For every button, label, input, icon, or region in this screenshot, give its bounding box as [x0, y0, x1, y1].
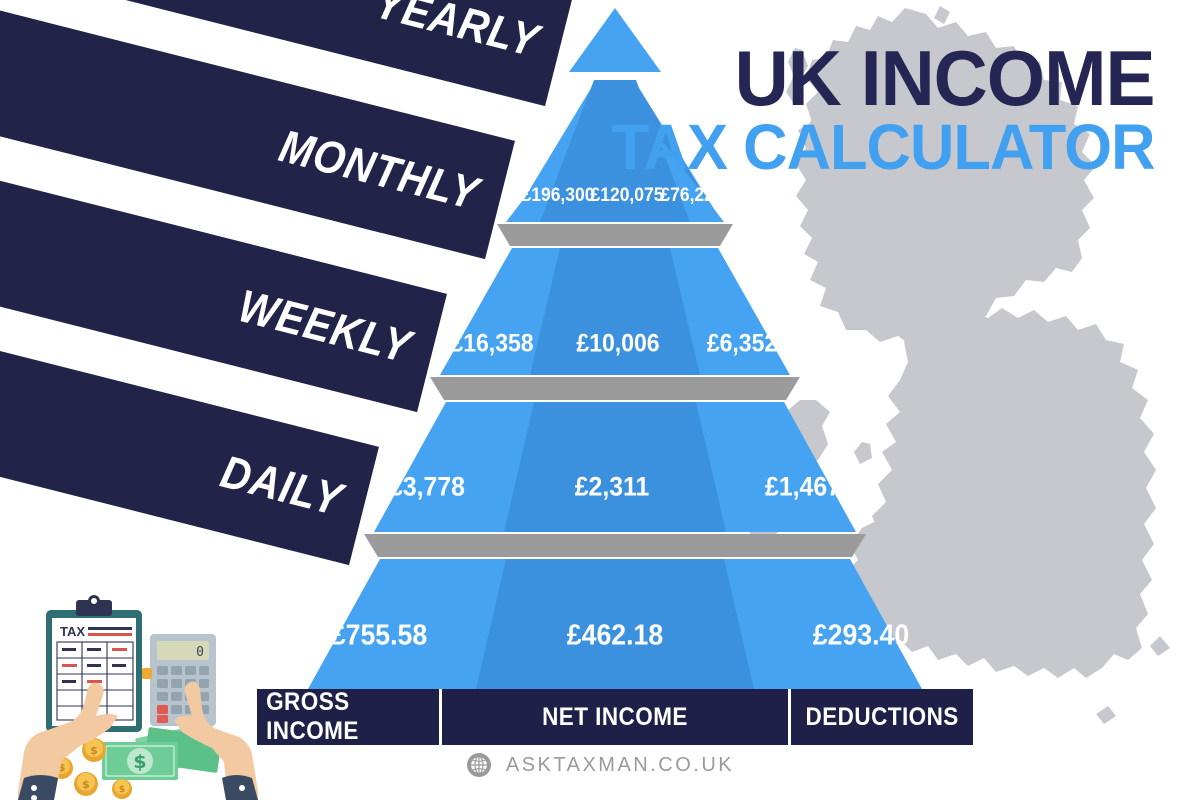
legend-net-income-label: NET INCOME — [542, 702, 688, 731]
tier-daily-center — [476, 559, 754, 689]
shadow-band-2 — [430, 377, 800, 400]
clipboard-tax-label: TAX — [60, 624, 85, 639]
legend-divider-1 — [439, 689, 442, 745]
value-monthly-net: £10,006 — [576, 329, 660, 358]
legend-divider-2 — [788, 689, 791, 745]
hand-right — [174, 681, 258, 800]
value-weekly-net: £2,311 — [574, 471, 650, 502]
value-daily-deductions: £293.40 — [812, 619, 910, 652]
svg-text:$: $ — [133, 751, 146, 773]
tier-weekly-center — [504, 402, 726, 532]
title-line-1: UK INCOME — [734, 34, 1155, 122]
value-yearly-gross: £196,300 — [521, 185, 595, 206]
shadow-band-3 — [364, 534, 866, 557]
coins: $ $ $ $ — [51, 738, 132, 799]
svg-text:$: $ — [82, 778, 90, 791]
value-monthly-gross: £16,358 — [450, 329, 534, 358]
legend-bar: GROSS INCOME NET INCOME DEDUCTIONS — [257, 688, 973, 745]
page-title: UK INCOME TAX CALCULATOR — [589, 34, 1155, 183]
value-daily-net: £462.18 — [566, 619, 664, 652]
svg-text:$: $ — [90, 744, 98, 757]
period-label-daily: DAILY — [216, 445, 349, 526]
value-yearly-net: £120,075 — [590, 185, 664, 206]
period-label-yearly: YEARLY — [370, 0, 545, 67]
shadow-band-1 — [497, 224, 733, 246]
legend-gross-income-label: GROSS INCOME — [266, 688, 359, 745]
period-label-weekly: WEEKLY — [233, 279, 417, 373]
tax-illustration: $ $ $ $ $ TAX — [18, 595, 258, 800]
pyramid-tip — [569, 8, 661, 72]
calculator-display: 0 — [196, 645, 204, 660]
value-daily-gross: £755.58 — [330, 619, 428, 652]
period-label-monthly: MONTHLY — [274, 119, 485, 220]
svg-text:$: $ — [119, 785, 125, 795]
legend-deductions[interactable]: DEDUCTIONS — [791, 689, 973, 745]
tier-yearly-right — [634, 80, 722, 222]
legend-gross-income[interactable]: GROSS INCOME — [257, 688, 439, 745]
footer-site-label: ASKTAXMAN.CO.UK — [505, 753, 735, 776]
tier-yearly-center-band — [540, 80, 690, 222]
svg-text:$: $ — [59, 763, 66, 774]
globe-icon — [466, 753, 491, 777]
title-line-2: TAX CALCULATOR — [611, 110, 1155, 183]
calculator: 0 — [142, 634, 216, 726]
value-weekly-deductions: £1,467 — [765, 471, 841, 502]
footer: ASKTAXMAN.CO.UK — [0, 752, 1200, 778]
hand-left — [18, 682, 118, 800]
tier-monthly-center — [530, 248, 700, 375]
value-yearly-deductions: £76,225 — [660, 185, 724, 206]
value-weekly-gross: £3,778 — [389, 471, 465, 502]
legend-net-income[interactable]: NET INCOME — [442, 689, 788, 745]
value-monthly-deductions: £6,352 — [706, 329, 778, 358]
legend-deductions-label: DEDUCTIONS — [805, 702, 959, 731]
